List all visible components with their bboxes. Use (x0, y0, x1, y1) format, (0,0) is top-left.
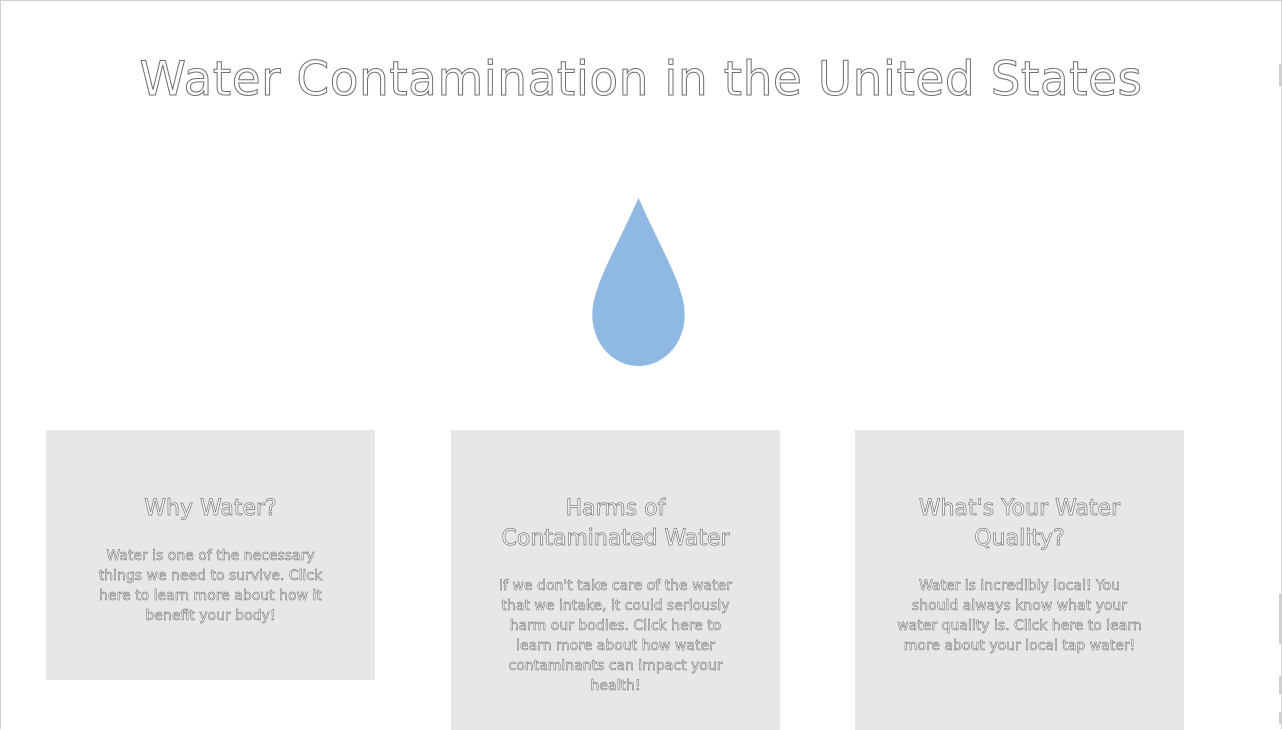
card-description[interactable]: If we don't take care of the water that … (499, 578, 732, 694)
edge-mark (1279, 676, 1282, 694)
edge-mark (1279, 594, 1282, 644)
card-description[interactable]: Water is incredibly local! You should al… (897, 578, 1142, 654)
card-water-quality[interactable]: What's Your Water Quality? Water is incr… (855, 430, 1184, 730)
scroll-edge (1279, 64, 1282, 724)
edge-mark (1279, 712, 1282, 724)
card-harms-of-contaminated-water[interactable]: Harms of Contaminated Water If we don't … (451, 430, 780, 730)
card-title: What's Your Water Quality? (918, 496, 1121, 552)
page-title: Water Contamination in the United States (139, 52, 1143, 108)
card-title: Why Water? (144, 496, 277, 522)
card-description[interactable]: Water is one of the necessary things we … (98, 548, 323, 624)
edge-mark (1279, 64, 1282, 86)
water-drop-shape (590, 193, 687, 369)
card-why-water[interactable]: Why Water? Water is one of the necessary… (46, 430, 375, 680)
card-title: Harms of Contaminated Water (501, 496, 730, 552)
water-drop-icon (590, 193, 687, 369)
